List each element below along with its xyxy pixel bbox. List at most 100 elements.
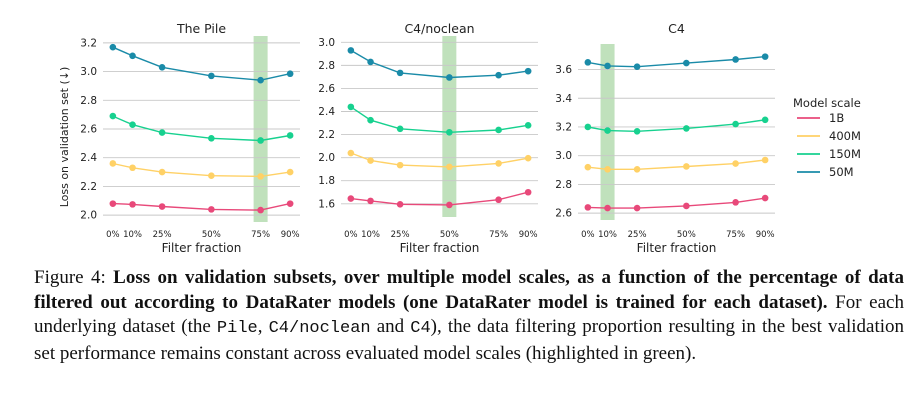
data-point <box>109 43 117 51</box>
y-tick-label: 2.0 <box>318 152 335 164</box>
x-tick-label: 90% <box>756 230 775 240</box>
data-point <box>396 161 404 169</box>
x-tick-label: 75% <box>251 230 270 240</box>
data-point <box>208 72 215 80</box>
data-point <box>208 206 215 213</box>
y-tick-label: 3.0 <box>80 66 97 78</box>
y-tick-label: 2.4 <box>318 106 335 118</box>
series-line-150m <box>112 115 291 142</box>
data-point <box>584 204 592 211</box>
data-point <box>158 129 166 136</box>
data-point <box>286 168 294 176</box>
caption-text-4: ), the data filtering proportion resulti… <box>34 316 905 364</box>
y-tick-label: 2.4 <box>80 152 97 164</box>
data-point <box>584 123 592 131</box>
x-tick-label: 25% <box>628 230 647 240</box>
x-tick-label: 0% <box>106 230 120 240</box>
data-point <box>633 127 641 135</box>
y-tick-label: 2.2 <box>80 181 97 193</box>
data-point <box>367 116 374 124</box>
caption-text-1: For each underlying dataset (the <box>34 291 904 338</box>
data-point <box>761 194 769 202</box>
y-tick-label: 3.0 <box>318 37 335 49</box>
data-point <box>683 163 690 170</box>
data-point <box>367 197 374 205</box>
data-point <box>286 200 294 207</box>
y-tick-label: 2.2 <box>318 129 335 141</box>
data-point <box>396 125 404 133</box>
x-axis-label: Filter fraction <box>637 241 717 255</box>
x-axis-label: Filter fraction <box>162 241 242 255</box>
data-point <box>367 157 374 164</box>
series-line-400m <box>587 159 766 171</box>
data-point <box>286 132 294 139</box>
y-tick-label: 3.2 <box>80 37 97 49</box>
data-point <box>347 47 355 54</box>
legend-label: 50M <box>829 165 854 179</box>
legend-label: 400M <box>829 129 861 143</box>
chart-panel-2: 1.6 1.8 2.0 2.2 2.4 2.6 2.8 3.0 0% 10% 25% 50% 75% 90… <box>318 21 538 255</box>
data-point <box>584 163 592 171</box>
data-point <box>732 199 739 206</box>
y-axis-label: Loss on validation set (↓) <box>58 67 71 208</box>
figure-panels: 2.02.22.42.62.83.03.20% 10% 25% 50% 75% 90%Th… <box>58 21 861 255</box>
legend-label: 1B <box>829 111 844 125</box>
caption-mono-c4: C4 <box>410 319 431 338</box>
data-point <box>367 58 374 66</box>
series-line-50m <box>350 49 529 79</box>
y-tick-label: 2.0 <box>80 210 97 222</box>
y-tick-label: 1.8 <box>318 175 335 187</box>
data-point <box>524 188 532 196</box>
series-line-400m <box>112 162 291 178</box>
data-point <box>257 173 264 180</box>
data-point <box>604 62 611 70</box>
series-line-400m <box>350 152 529 168</box>
data-point <box>257 76 264 84</box>
legend-title: Model scale <box>793 96 861 110</box>
legend-label: 150M <box>829 147 861 161</box>
data-point <box>446 201 453 209</box>
y-tick-label: 1.6 <box>318 198 335 210</box>
data-point <box>524 154 532 162</box>
series-line-150m <box>587 119 766 133</box>
data-point <box>495 196 502 204</box>
x-tick-label: 75% <box>726 230 745 240</box>
data-point <box>584 59 592 66</box>
data-point <box>208 135 215 142</box>
x-tick-label: 90% <box>519 230 538 240</box>
data-point <box>604 127 611 134</box>
x-tick-label: 25% <box>391 230 410 240</box>
data-point <box>347 103 355 111</box>
series-line-50m <box>587 55 766 68</box>
data-point <box>446 163 453 171</box>
data-point <box>524 122 532 129</box>
data-point <box>604 166 611 173</box>
data-point <box>396 69 404 77</box>
data-point <box>683 125 690 132</box>
data-point <box>129 164 136 172</box>
data-point <box>495 160 502 167</box>
panel-title: C4/noclean <box>404 21 474 36</box>
y-tick-label: 2.6 <box>80 124 97 136</box>
data-point <box>732 120 739 128</box>
x-axis-label: Filter fraction <box>400 241 480 255</box>
caption-text-2: , <box>257 316 269 337</box>
data-point <box>732 56 739 63</box>
data-point <box>683 202 690 210</box>
data-point <box>208 172 215 179</box>
x-tick-label: 75% <box>489 230 508 240</box>
y-tick-label: 3.4 <box>555 93 572 105</box>
caption-label: Figure 4: <box>34 267 114 288</box>
x-tick-label: 0% <box>344 230 358 240</box>
data-point <box>347 195 355 202</box>
caption-bold-text: Loss on validation subsets, over multipl… <box>34 267 905 313</box>
data-point <box>633 166 641 173</box>
data-point <box>396 201 404 208</box>
data-point <box>257 137 264 144</box>
data-point <box>158 168 166 176</box>
panel-title: C4 <box>668 21 685 36</box>
x-tick-label: 50% <box>202 230 221 240</box>
data-point <box>761 53 769 60</box>
highlight-band <box>442 36 457 217</box>
y-tick-label: 3.0 <box>555 150 572 162</box>
